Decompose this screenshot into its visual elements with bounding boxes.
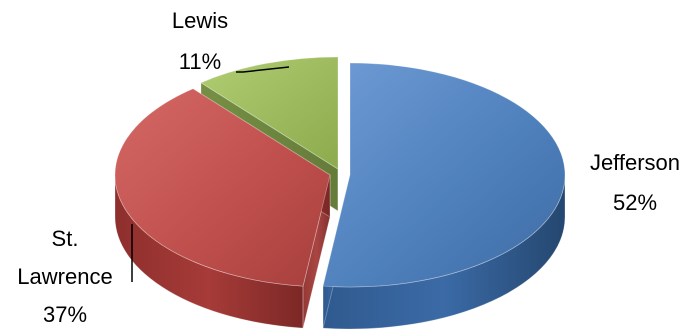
slice-stlawrence: [114, 88, 331, 287]
label-jefferson-name: Jefferson: [590, 150, 680, 175]
leader-line-lewis: [236, 66, 290, 73]
label-st-lawrence-line2: Lawrence: [17, 264, 112, 289]
label-lewis: Lewis 11%: [172, 8, 290, 74]
slice-jefferson: [322, 62, 566, 288]
label-jefferson: Jefferson 52%: [590, 150, 680, 215]
slice-lewis: [200, 56, 339, 170]
slice-side-jefferson: [322, 174, 566, 329]
label-st-lawrence: St. Lawrence 37%: [17, 224, 133, 327]
label-lewis-percent: 11%: [179, 49, 221, 74]
label-jefferson-percent: 52%: [613, 190, 657, 215]
label-st-lawrence-line1: St.: [52, 226, 79, 251]
pie-slices: [114, 56, 566, 329]
label-st-lawrence-percent: 37%: [43, 302, 87, 327]
label-lewis-name: Lewis: [172, 8, 228, 33]
